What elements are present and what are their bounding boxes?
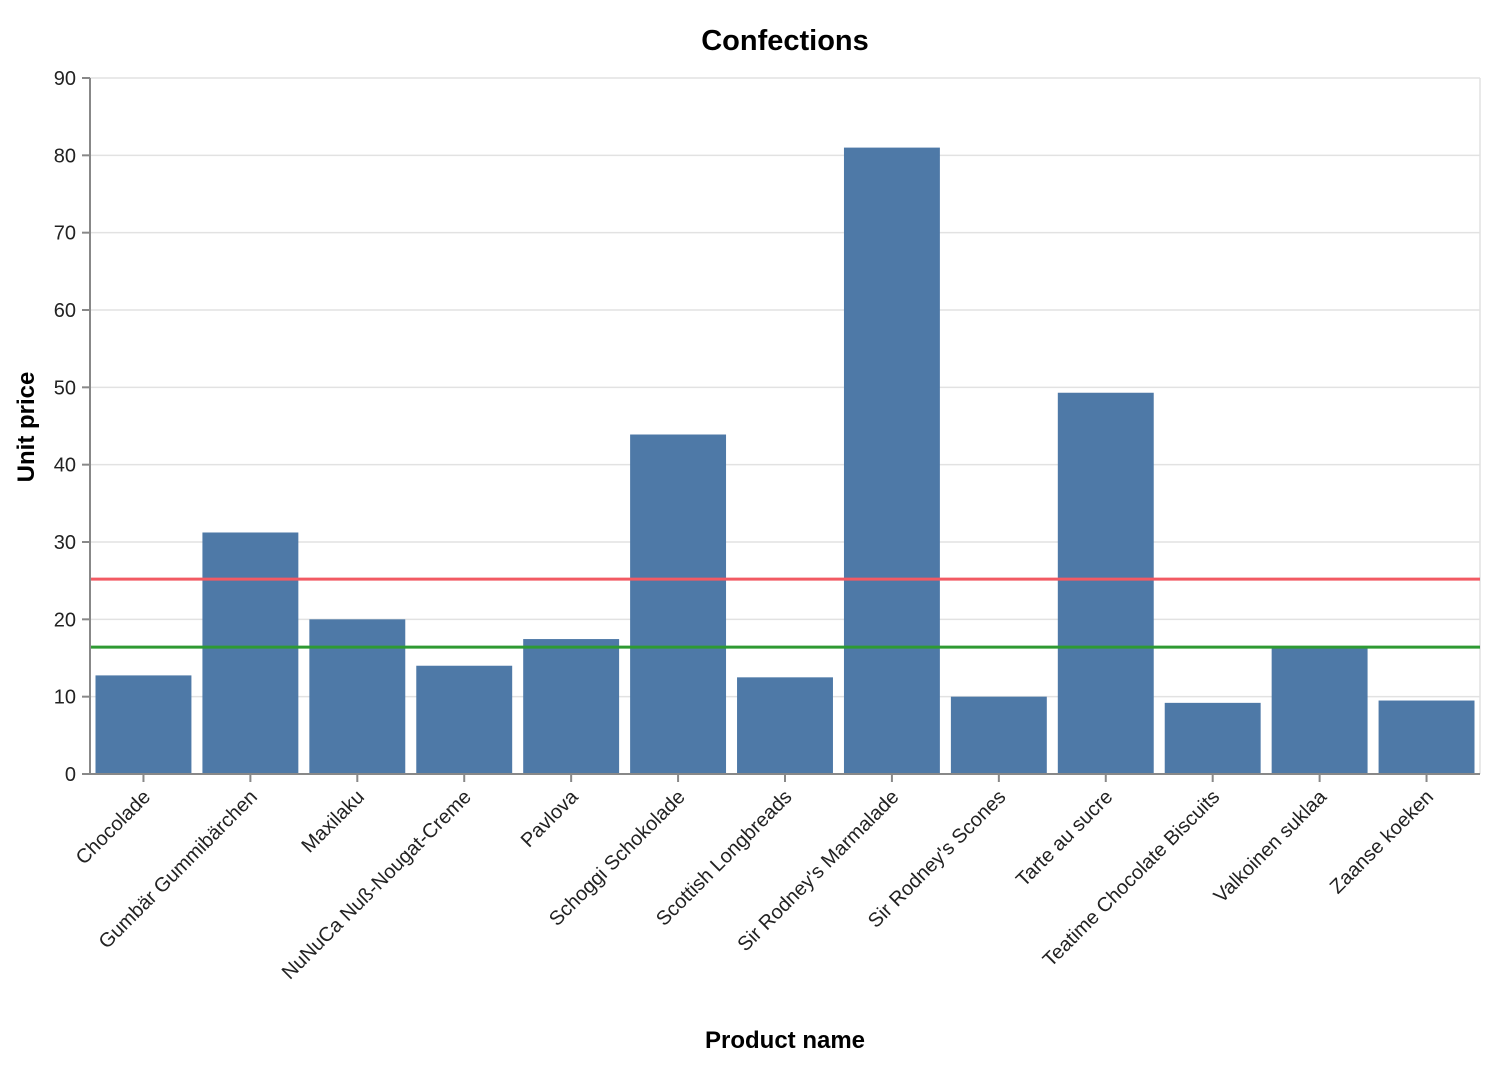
x-tick-label: Tarte au sucre xyxy=(1012,786,1117,891)
chart-title: Confections xyxy=(701,25,869,57)
x-tick-label: Maxilaku xyxy=(297,786,368,857)
bar xyxy=(416,665,513,774)
x-tick-label: NuNuCa Nuß-Nougat-Creme xyxy=(278,786,476,984)
y-tick-label: 50 xyxy=(54,377,76,399)
grid-layer xyxy=(90,77,1481,775)
bar xyxy=(737,677,833,774)
y-tick-label: 20 xyxy=(54,609,76,631)
bar xyxy=(309,619,406,774)
x-tick-label: Chocolade xyxy=(72,786,155,869)
y-axis-title: Unit price xyxy=(13,372,40,483)
bar xyxy=(523,639,620,774)
bar xyxy=(1271,648,1368,774)
bar-layer xyxy=(95,147,1475,775)
x-axis-title: Product name xyxy=(705,1027,865,1054)
bar xyxy=(1164,702,1261,774)
y-tick-label: 40 xyxy=(54,455,76,477)
x-tick-label: Zaanse koeken xyxy=(1326,786,1438,898)
bar xyxy=(202,532,299,774)
bar xyxy=(1057,392,1154,774)
y-tick-label: 0 xyxy=(65,764,76,786)
x-tick-label: Valkoinen suklaa xyxy=(1210,785,1332,907)
y-tick-label: 60 xyxy=(54,300,76,322)
bar xyxy=(95,675,192,774)
y-tick-label: 30 xyxy=(54,532,76,554)
x-tick-label: Teatime Chocolate Biscuits xyxy=(1039,786,1224,971)
y-tick-label: 90 xyxy=(54,68,76,90)
y-tick-label: 80 xyxy=(54,145,76,167)
x-tick-label: Pavlova xyxy=(517,785,583,851)
bar xyxy=(843,147,940,775)
bar xyxy=(950,696,1047,774)
y-tick-label: 70 xyxy=(54,223,76,245)
reference-lines-layer xyxy=(90,577,1480,649)
y-tick-label: 10 xyxy=(54,687,76,709)
bar xyxy=(1378,700,1475,774)
bar xyxy=(630,434,727,774)
